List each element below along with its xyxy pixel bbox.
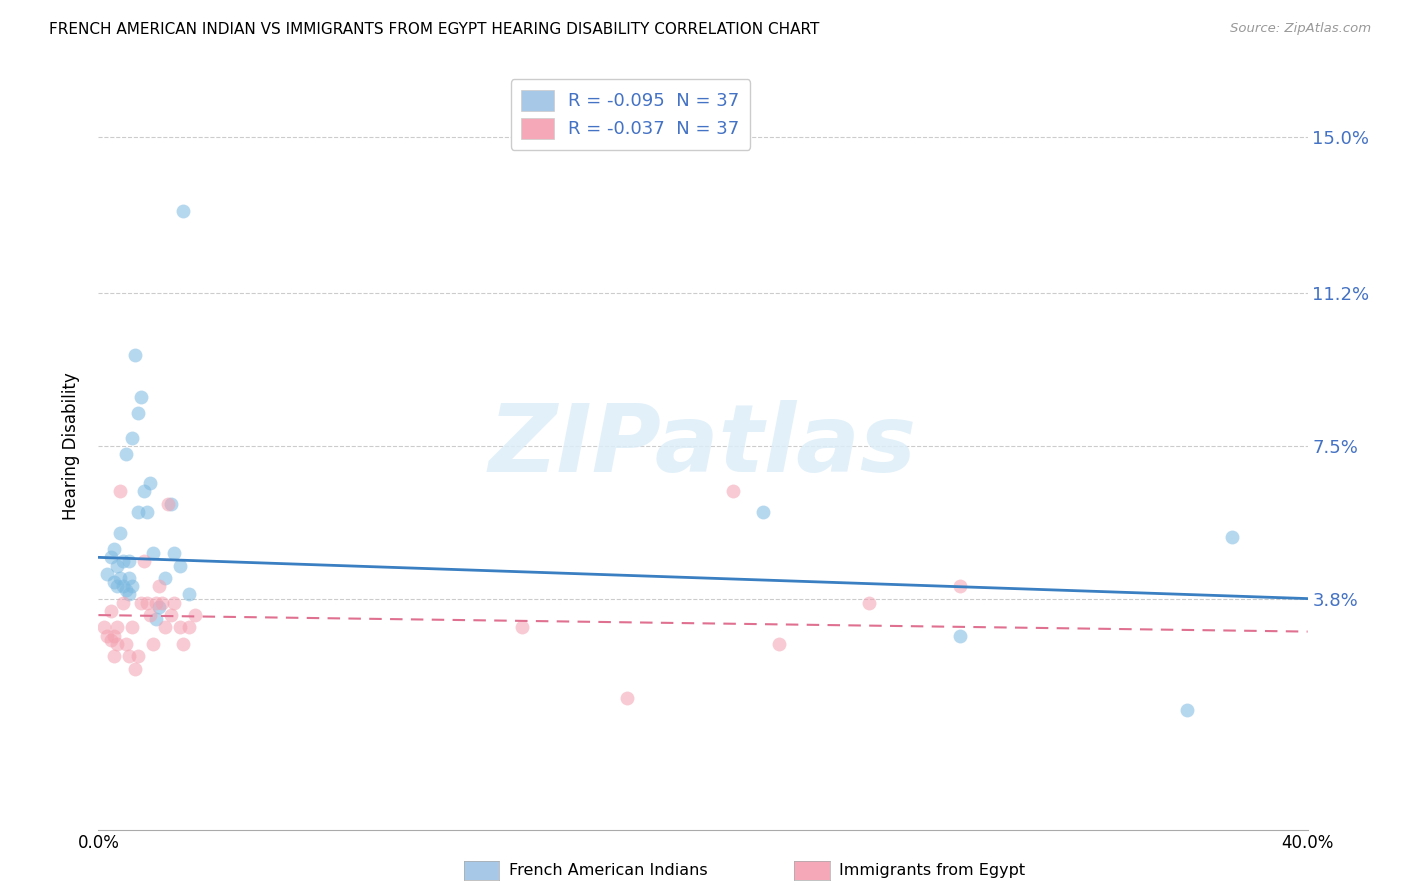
Point [723,484,745,499]
Point [150,596,173,610]
Text: ZIPatlas: ZIPatlas [489,400,917,492]
Point [752,505,775,519]
Point [118,571,141,585]
Point [111,596,134,610]
Point [121,431,143,445]
Point [160,497,183,511]
Point [156,497,179,511]
Point [129,390,152,404]
Point [118,587,141,601]
Point [858,596,880,610]
Point [100,550,122,565]
Point [172,203,194,218]
Point [132,554,155,568]
Point [153,620,176,634]
Point [142,637,165,651]
Text: French American Indians: French American Indians [509,863,707,878]
Point [169,620,191,634]
Point [148,579,170,593]
Point [96,629,118,643]
Point [142,546,165,560]
Point [96,566,118,581]
Point [129,596,152,610]
Point [616,690,638,705]
Point [145,596,167,610]
Point [93,620,115,634]
Point [153,571,176,585]
Point [103,575,125,590]
Point [163,546,186,560]
Point [103,542,125,557]
Point [103,649,125,664]
Point [111,579,134,593]
Point [510,620,533,634]
Point [169,558,191,573]
Point [172,637,194,651]
Point [1220,530,1243,544]
Point [114,583,136,598]
Point [114,637,136,651]
Point [179,587,201,601]
Legend: R = -0.095  N = 37, R = -0.037  N = 37: R = -0.095 N = 37, R = -0.037 N = 37 [510,79,751,150]
Point [105,558,128,573]
Point [135,505,157,519]
Point [121,579,143,593]
Point [163,596,186,610]
Point [103,629,125,643]
Point [1175,703,1198,717]
Text: FRENCH AMERICAN INDIAN VS IMMIGRANTS FROM EGYPT HEARING DISABILITY CORRELATION C: FRENCH AMERICAN INDIAN VS IMMIGRANTS FRO… [49,22,820,37]
Point [105,579,128,593]
Point [139,476,162,491]
Point [105,620,128,634]
Point [139,608,162,623]
Point [127,649,149,664]
Point [118,649,141,664]
Text: Immigrants from Egypt: Immigrants from Egypt [839,863,1025,878]
Point [100,632,122,647]
Text: Source: ZipAtlas.com: Source: ZipAtlas.com [1230,22,1371,36]
Point [121,620,143,634]
Point [160,608,183,623]
Point [108,525,131,540]
Point [124,662,146,676]
Point [132,484,155,499]
Point [148,599,170,614]
Point [100,604,122,618]
Point [768,637,790,651]
Point [114,447,136,461]
Point [949,579,972,593]
Point [105,637,128,651]
Y-axis label: Hearing Disability: Hearing Disability [62,372,80,520]
Point [135,596,157,610]
Point [184,608,207,623]
Point [124,348,146,362]
Point [118,554,141,568]
Point [127,505,149,519]
Point [108,484,131,499]
Point [127,406,149,420]
Point [111,554,134,568]
Point [179,620,201,634]
Point [949,629,972,643]
Point [145,612,167,626]
Point [108,571,131,585]
